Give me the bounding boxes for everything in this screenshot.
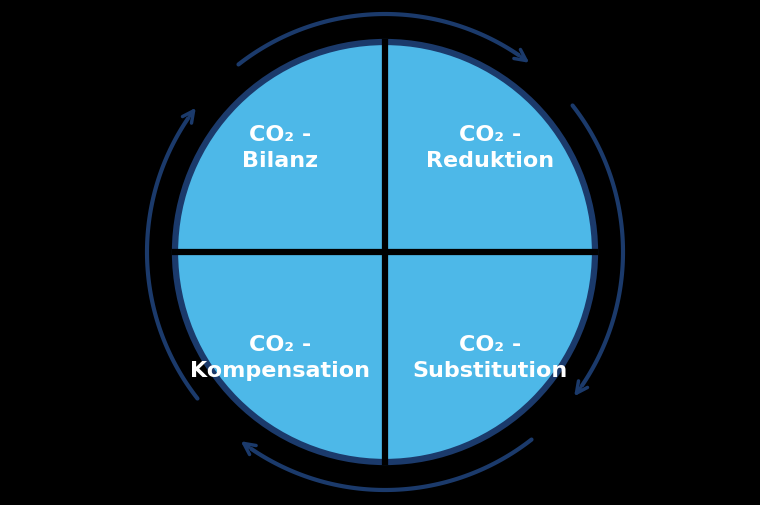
Text: CO₂ -
Kompensation: CO₂ - Kompensation	[190, 334, 370, 380]
Text: CO₂ -
Substitution: CO₂ - Substitution	[413, 334, 568, 380]
Circle shape	[175, 43, 595, 462]
Text: CO₂ -
Reduktion: CO₂ - Reduktion	[426, 125, 554, 171]
Text: CO₂ -
Bilanz: CO₂ - Bilanz	[242, 125, 318, 171]
